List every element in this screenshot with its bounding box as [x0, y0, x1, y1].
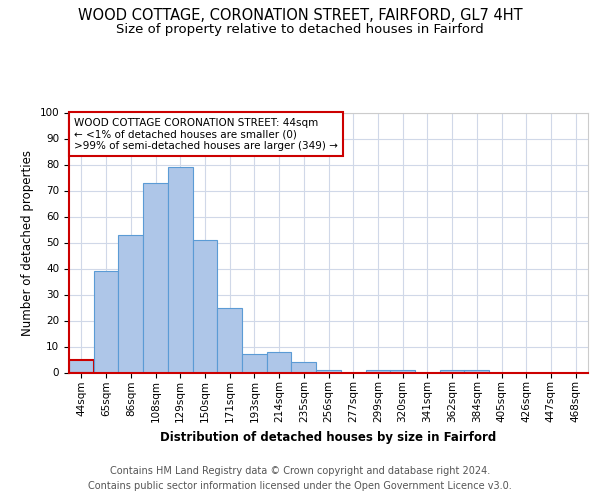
- X-axis label: Distribution of detached houses by size in Fairford: Distribution of detached houses by size …: [160, 430, 497, 444]
- Bar: [365, 370, 390, 372]
- Bar: [267, 352, 292, 372]
- Bar: [118, 234, 143, 372]
- Text: WOOD COTTAGE, CORONATION STREET, FAIRFORD, GL7 4HT: WOOD COTTAGE, CORONATION STREET, FAIRFOR…: [77, 8, 523, 22]
- Bar: [217, 308, 242, 372]
- Text: Contains HM Land Registry data © Crown copyright and database right 2024.: Contains HM Land Registry data © Crown c…: [110, 466, 490, 476]
- Bar: [242, 354, 267, 372]
- Bar: [440, 370, 464, 372]
- Bar: [168, 167, 193, 372]
- Bar: [464, 370, 489, 372]
- Bar: [193, 240, 217, 372]
- Bar: [292, 362, 316, 372]
- Bar: [143, 182, 168, 372]
- Bar: [94, 271, 118, 372]
- Bar: [69, 360, 94, 372]
- Text: WOOD COTTAGE CORONATION STREET: 44sqm
← <1% of detached houses are smaller (0)
>: WOOD COTTAGE CORONATION STREET: 44sqm ← …: [74, 118, 338, 151]
- Text: Size of property relative to detached houses in Fairford: Size of property relative to detached ho…: [116, 22, 484, 36]
- Text: Contains public sector information licensed under the Open Government Licence v3: Contains public sector information licen…: [88, 481, 512, 491]
- Bar: [390, 370, 415, 372]
- Y-axis label: Number of detached properties: Number of detached properties: [21, 150, 34, 336]
- Bar: [316, 370, 341, 372]
